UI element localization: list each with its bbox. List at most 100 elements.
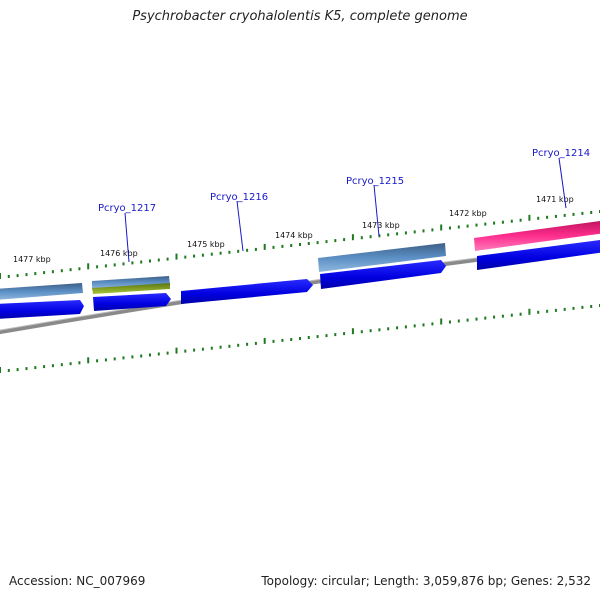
minor-tick (193, 348, 196, 352)
minor-tick (290, 338, 293, 341)
minor-tick (201, 253, 204, 257)
minor-tick (484, 222, 487, 226)
minor-tick (78, 267, 81, 271)
genome-summary-text: Topology: circular; Length: 3,059,876 bp… (261, 574, 591, 588)
minor-tick (113, 263, 116, 267)
minor-tick (149, 259, 151, 263)
minor-tick (104, 264, 107, 268)
minor-tick (96, 359, 99, 363)
gene-label-leader (124, 212, 130, 263)
minor-tick (201, 347, 204, 351)
minor-tick (572, 212, 575, 216)
minor-tick (131, 261, 134, 265)
map-title: Psychrobacter cryohalolentis K5, complet… (132, 9, 468, 24)
minor-tick (149, 353, 151, 357)
minor-tick (7, 275, 10, 278)
minor-tick (51, 364, 54, 368)
minor-tick (404, 231, 407, 235)
minor-tick (122, 262, 125, 266)
minor-tick (404, 325, 407, 329)
minor-tick (501, 314, 504, 318)
minor-tick (519, 312, 522, 316)
gene-feature-pcryo-1215[interactable] (318, 243, 446, 272)
minor-tick (457, 225, 460, 229)
gene-label-pcryo-1214[interactable]: Pcryo_1214 (532, 148, 590, 159)
minor-tick (369, 235, 372, 239)
minor-tick (219, 345, 222, 349)
minor-tick (210, 346, 213, 350)
minor-tick (387, 327, 390, 331)
minor-tick (113, 357, 116, 361)
minor-tick (387, 233, 390, 237)
minor-tick (537, 310, 540, 314)
minor-tick (281, 338, 284, 342)
minor-tick (493, 221, 496, 225)
minor-tick (299, 337, 301, 340)
kbp-label: 1475 kbp (187, 240, 225, 249)
minor-tick (140, 260, 143, 264)
minor-tick (563, 213, 566, 217)
gene-label-pcryo-1217[interactable]: Pcryo_1217 (98, 203, 156, 214)
gene-label-leader (373, 184, 380, 237)
minor-tick (157, 258, 160, 262)
major-tick (175, 253, 178, 260)
minor-tick (157, 352, 160, 356)
minor-tick (60, 269, 63, 273)
minor-tick (343, 238, 346, 242)
minor-tick (360, 236, 363, 240)
minor-tick (396, 326, 399, 330)
kbp-label: 1476 kbp (100, 249, 138, 258)
minor-tick (228, 250, 231, 254)
minor-tick (43, 271, 46, 275)
gene-feature-pcryo-1214[interactable] (474, 221, 600, 251)
minor-tick (537, 216, 540, 220)
minor-tick (475, 223, 478, 227)
minor-tick (378, 328, 381, 332)
minor-tick (396, 232, 399, 236)
minor-tick (422, 229, 425, 233)
minor-tick (228, 344, 231, 348)
minor-tick (193, 254, 196, 258)
cds-feature[interactable] (0, 300, 84, 319)
major-tick (440, 318, 443, 325)
minor-tick (546, 215, 549, 219)
cds-feature[interactable] (477, 240, 600, 270)
minor-tick (34, 272, 37, 276)
minor-tick (325, 334, 328, 338)
cds-feature[interactable] (181, 279, 313, 304)
minor-tick (466, 224, 469, 228)
minor-tick (299, 243, 301, 246)
minor-tick (325, 240, 328, 244)
cds-feature[interactable] (93, 293, 171, 311)
minor-tick (166, 257, 169, 261)
major-tick (0, 367, 1, 373)
minor-tick (581, 305, 584, 309)
minor-tick (16, 368, 19, 372)
minor-tick (501, 220, 504, 224)
minor-tick (510, 219, 513, 223)
gene-feature-pcryo-1217-part[interactable] (92, 283, 170, 294)
gene-label-pcryo-1215[interactable]: Pcryo_1215 (346, 176, 404, 187)
gene-label-pcryo-1216[interactable]: Pcryo_1216 (210, 192, 268, 203)
gene-feature[interactable] (0, 283, 83, 300)
minor-tick (431, 322, 434, 326)
minor-tick (431, 228, 434, 232)
major-tick (440, 224, 443, 231)
major-tick (351, 328, 354, 335)
minor-tick (237, 249, 240, 253)
scale-ticks-inner (0, 304, 600, 373)
cds-feature[interactable] (320, 260, 446, 289)
minor-tick (307, 336, 310, 339)
minor-tick (272, 245, 275, 249)
major-tick (87, 263, 90, 270)
minor-tick (466, 318, 469, 322)
gene-feature-pcryo-1217[interactable] (92, 276, 170, 289)
minor-tick (210, 252, 213, 256)
minor-tick (246, 342, 249, 346)
minor-tick (369, 329, 372, 333)
minor-tick (7, 369, 10, 372)
minor-tick (166, 351, 169, 355)
major-tick (528, 308, 531, 315)
minor-tick (254, 247, 257, 251)
